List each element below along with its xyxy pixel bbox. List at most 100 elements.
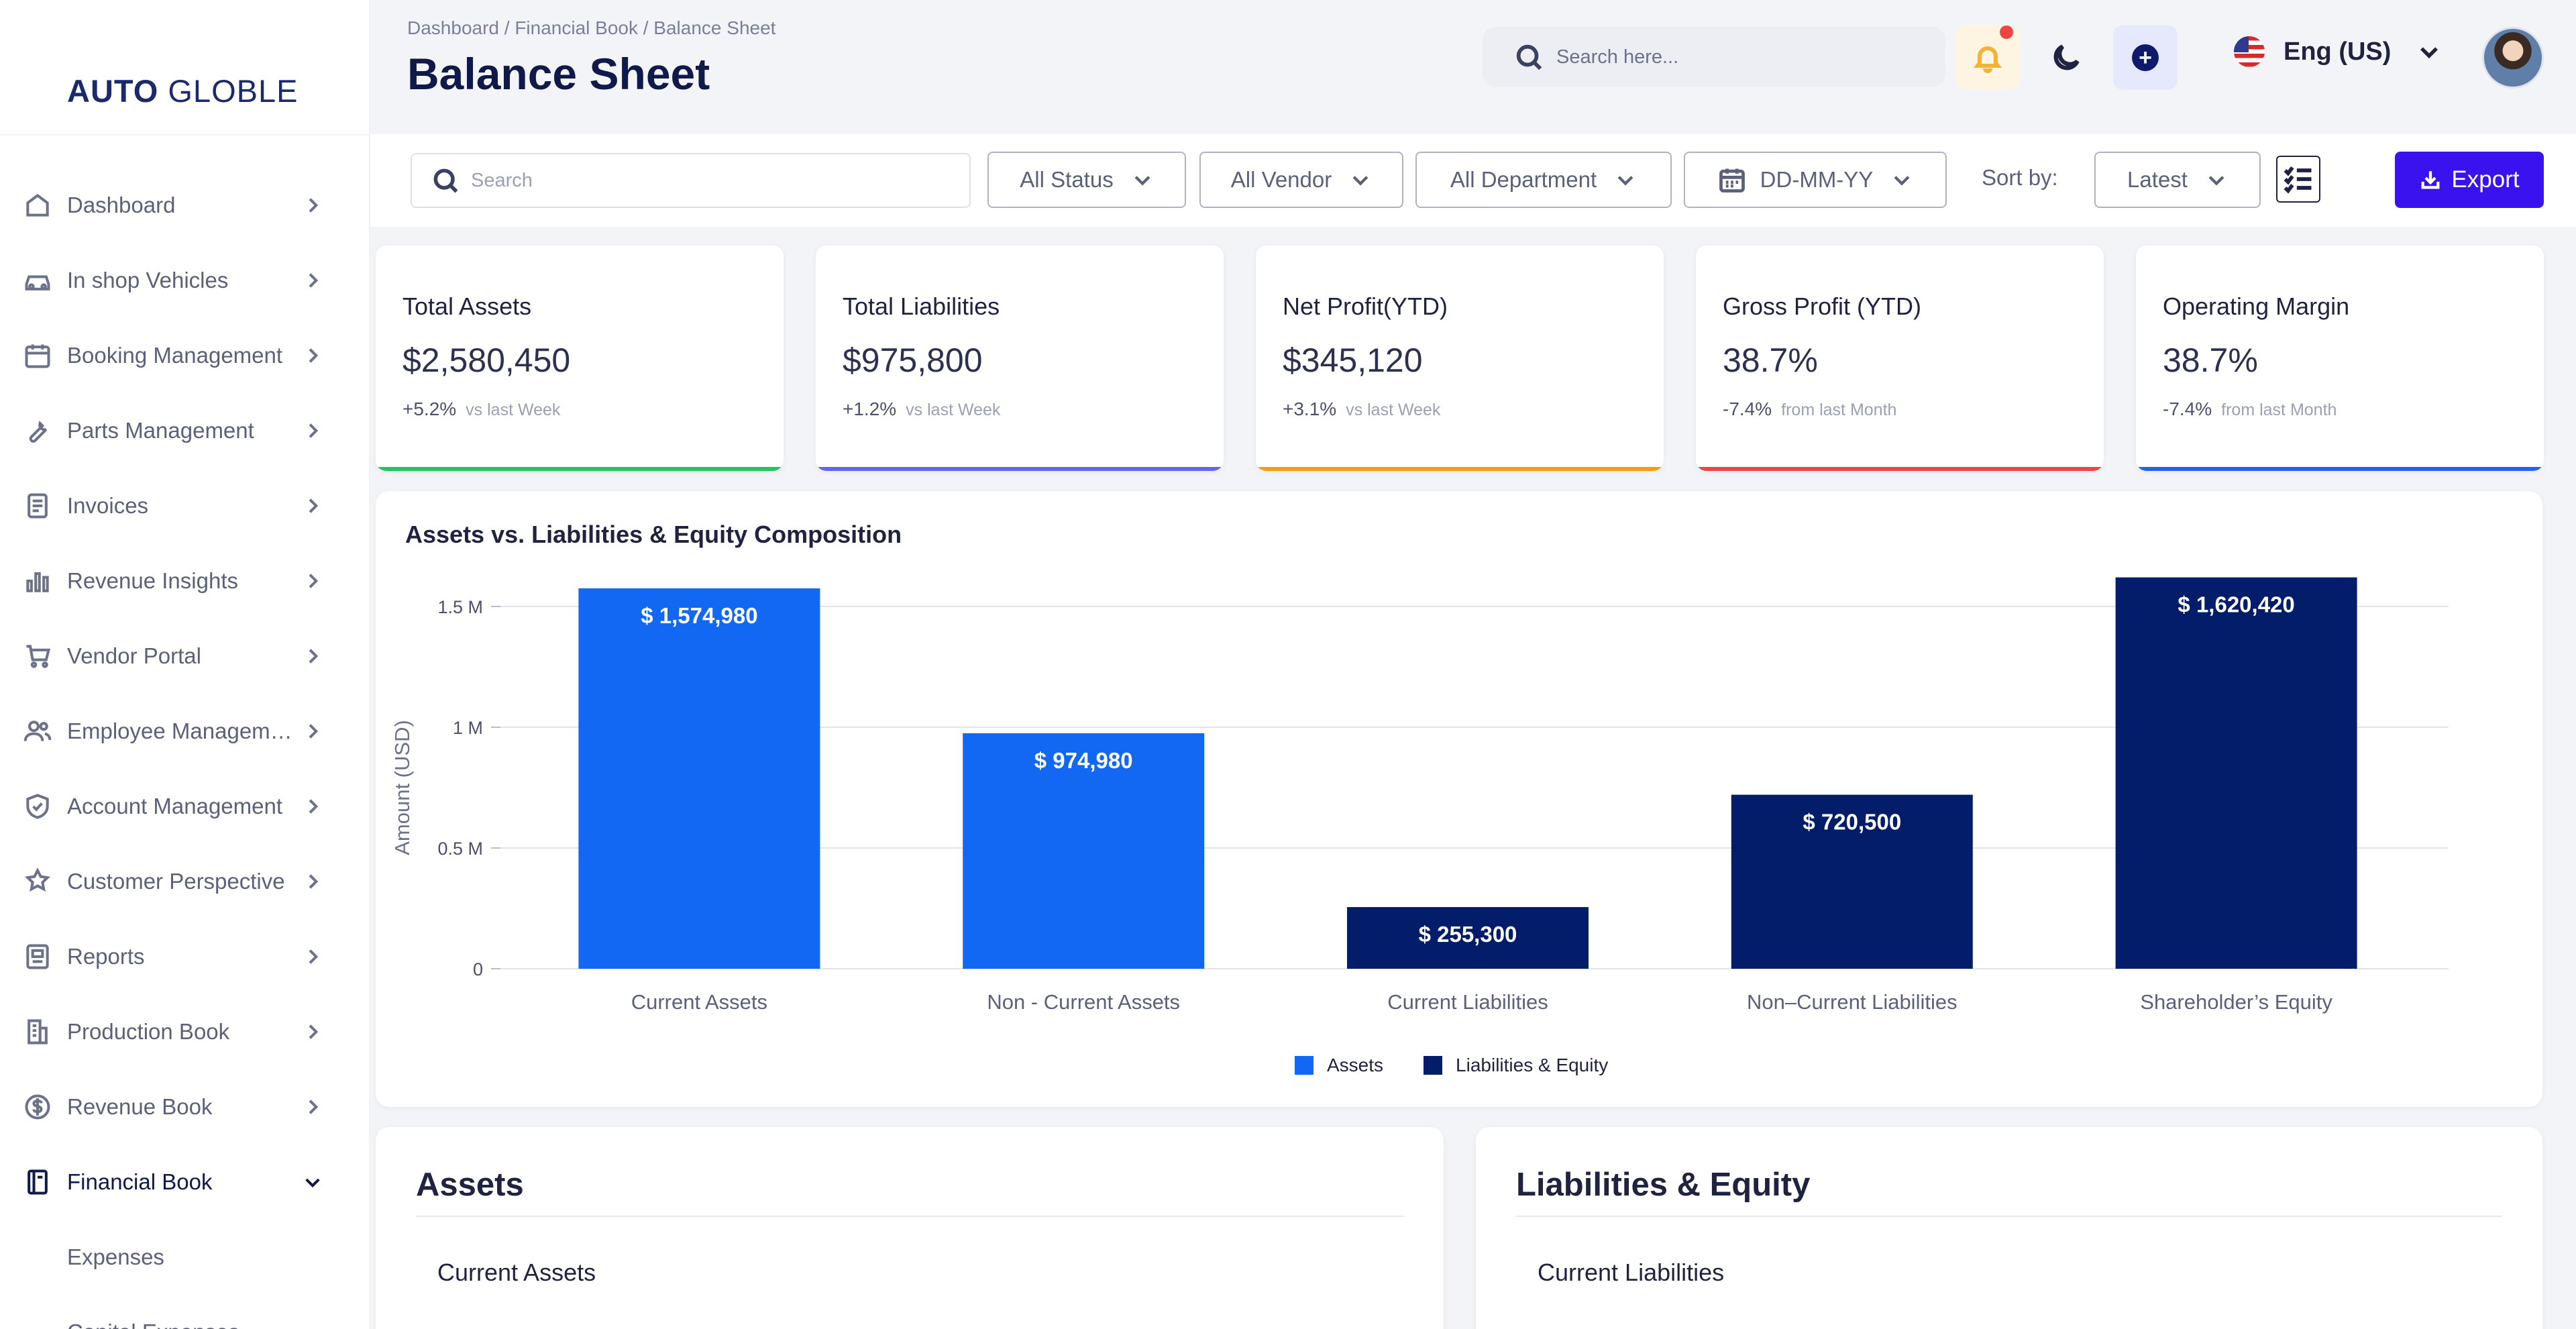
status-dropdown[interactable]: All Status	[987, 152, 1186, 208]
language-label: Eng (US)	[2284, 37, 2392, 66]
chevron-right-icon	[302, 195, 323, 216]
chevron-down-icon	[1349, 168, 1372, 191]
bar-current-assets	[578, 588, 820, 969]
kpi-value: $2,580,450	[402, 341, 571, 379]
department-dropdown[interactable]: All Department	[1415, 152, 1672, 208]
sidebar-nav: Dashboard In shop Vehicles Booking Managem…	[0, 168, 370, 1329]
sidebar-item-revenue-insights[interactable]: Revenue Insights	[0, 543, 370, 619]
global-search[interactable]	[1483, 27, 1945, 87]
y-tick-label: 0.5 M	[437, 839, 483, 859]
user-avatar[interactable]	[2482, 27, 2544, 89]
current-liabilities-heading[interactable]: Current Liabilities	[1538, 1259, 1725, 1286]
sidebar-item-label: Production Book	[67, 1019, 230, 1044]
department-dropdown-label: All Department	[1450, 167, 1597, 192]
sidebar-subitem-capital-expenses[interactable]: Capital Expenses	[0, 1295, 370, 1329]
book-icon	[21, 1166, 54, 1198]
sort-by-label: Sort by:	[1982, 165, 2058, 190]
filter-search[interactable]	[411, 153, 971, 208]
kpi-value: 38.7%	[1723, 341, 1818, 379]
brand-logo[interactable]: AUTO GLOBLE	[67, 72, 298, 109]
kpi-title: Net Profit(YTD)	[1283, 293, 1448, 320]
sidebar-item-in-shop-vehicles[interactable]: In shop Vehicles	[0, 243, 370, 318]
chevron-down-icon	[1131, 168, 1154, 191]
dark-mode-toggle[interactable]	[2034, 25, 2098, 90]
y-axis-label: Amount (USD)	[390, 720, 414, 855]
bar-data-label: $ 255,300	[1419, 922, 1517, 947]
sidebar-item-parts-management[interactable]: Parts Management	[0, 393, 370, 468]
bar-data-label: $ 974,980	[1034, 748, 1133, 773]
y-tick-label: 1.5 M	[437, 597, 483, 617]
sidebar-item-invoices[interactable]: Invoices	[0, 468, 370, 543]
language-selector[interactable]: Eng (US)	[2234, 36, 2442, 67]
legend-label: Assets	[1327, 1055, 1384, 1075]
sidebar-item-revenue-book[interactable]: Revenue Book	[0, 1069, 370, 1145]
sidebar-item-dashboard[interactable]: Dashboard	[0, 168, 370, 243]
view-toggle-button[interactable]	[2276, 156, 2320, 203]
kpi-card-operating-margin[interactable]: Operating Margin 38.7% -7.4% from last Mont…	[2136, 246, 2544, 471]
report-icon	[21, 941, 54, 973]
invoice-icon	[21, 490, 54, 522]
bar-data-label: $ 720,500	[1803, 810, 1901, 835]
sidebar-item-employee-management[interactable]: Employee Management	[0, 694, 370, 769]
chevron-down-icon	[2205, 168, 2228, 191]
legend-item-liabilities-equity[interactable]: Liabilities & Equity	[1424, 1055, 1608, 1076]
bar-data-label: $ 1,620,420	[2178, 592, 2294, 617]
kpi-card-net-profit-ytd[interactable]: Net Profit(YTD) $345,120 +3.1% vs last Week	[1256, 246, 1664, 471]
add-button[interactable]: +	[2113, 25, 2178, 90]
sidebar-item-reports[interactable]: Reports	[0, 919, 370, 994]
current-assets-heading[interactable]: Current Assets	[437, 1259, 596, 1286]
legend-item-assets[interactable]: Assets	[1295, 1055, 1383, 1076]
notifications-button[interactable]	[1955, 25, 2020, 90]
vendor-dropdown[interactable]: All Vendor	[1199, 152, 1403, 208]
x-tick-label: Current Liabilities	[1387, 990, 1548, 1014]
sidebar-subitem-expenses[interactable]: Expenses	[67, 1244, 164, 1269]
y-tick-label: 0	[473, 959, 483, 979]
sidebar-item-booking-management[interactable]: Booking Management	[0, 318, 370, 393]
chevron-right-icon	[302, 1096, 323, 1118]
sidebar: AUTO GLOBLE Dashboard In shop Vehicles Boo…	[0, 0, 370, 1329]
search-icon	[433, 168, 458, 193]
sidebar-item-production-book[interactable]: Production Book	[0, 994, 370, 1069]
kpi-delta: +5.2% vs last Week	[402, 398, 560, 420]
users-icon	[21, 715, 54, 747]
chevron-down-icon	[1614, 168, 1637, 191]
kpi-accent-bar	[376, 467, 784, 471]
assets-panel: Assets Current Assets	[376, 1127, 1444, 1329]
chevron-right-icon	[302, 1021, 323, 1043]
filter-search-input[interactable]	[471, 169, 941, 192]
chevron-down-icon	[1890, 168, 1913, 191]
date-dropdown[interactable]: DD-MM-YY	[1684, 152, 1947, 208]
kpi-accent-bar	[1256, 467, 1664, 471]
sort-dropdown[interactable]: Latest	[2094, 152, 2261, 208]
plus-icon: +	[2132, 44, 2159, 71]
sidebar-item-label: Revenue Insights	[67, 568, 238, 593]
chart-title: Assets vs. Liabilities & Equity Composit…	[405, 521, 902, 548]
sidebar-item-account-management[interactable]: Account Management	[0, 769, 370, 844]
kpi-card-gross-profit-ytd[interactable]: Gross Profit (YTD) 38.7% -7.4% from last Mo…	[1696, 246, 2104, 471]
kpi-value: $345,120	[1283, 341, 1423, 379]
bell-icon	[1974, 46, 2002, 73]
moon-icon	[2053, 44, 2080, 70]
sidebar-item-label: Account Management	[67, 794, 283, 818]
wrench-icon	[21, 415, 54, 447]
chevron-right-icon	[302, 495, 323, 517]
sidebar-item-financial-book[interactable]: Financial Book	[0, 1145, 370, 1220]
breadcrumb[interactable]: Dashboard / Financial Book / Balance She…	[407, 17, 776, 38]
kpi-delta-note: vs last Week	[466, 401, 561, 419]
kpi-title: Gross Profit (YTD)	[1723, 293, 1922, 320]
export-button-label: Export	[2451, 166, 2520, 193]
legend-swatch	[1424, 1056, 1443, 1075]
brand-logo-bold: AUTO	[67, 73, 159, 109]
global-search-input[interactable]	[1556, 46, 1892, 68]
sidebar-item-vendor-portal[interactable]: Vendor Portal	[0, 619, 370, 694]
sidebar-item-label: Vendor Portal	[67, 643, 201, 668]
sidebar-item-label: Revenue Book	[67, 1094, 213, 1119]
chart-legend: Assets Liabilities & Equity	[1295, 1055, 1648, 1076]
kpi-card-total-liabilities[interactable]: Total Liabilities $975,800 +1.2% vs last We…	[816, 246, 1224, 471]
x-tick-label: Non–Current Liabilities	[1747, 990, 1957, 1014]
kpi-title: Operating Margin	[2163, 293, 2350, 320]
kpi-card-total-assets[interactable]: Total Assets $2,580,450 +5.2% vs last Week	[376, 246, 784, 471]
export-button[interactable]: Export	[2395, 152, 2544, 208]
sidebar-item-customer-perspective[interactable]: Customer Perspective	[0, 844, 370, 919]
date-dropdown-label: DD-MM-YY	[1760, 167, 1874, 192]
